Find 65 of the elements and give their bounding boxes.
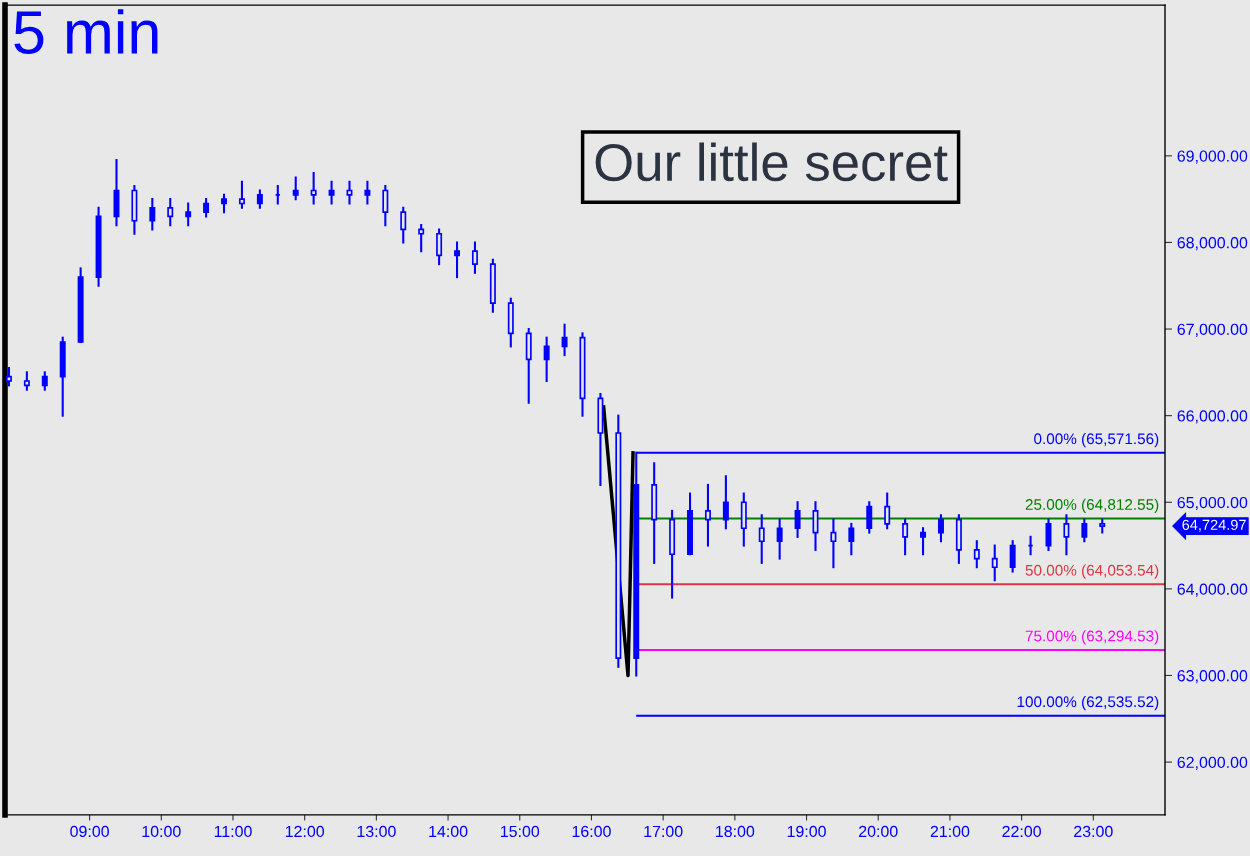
ref-line-label: 75.00% (63,294.53) [1025,630,1159,645]
ref-line-label: 25.00% (64,812.55) [1025,498,1159,513]
x-tick-label: 14:00 [429,825,468,838]
y-tick-label: 68,000.00 [1177,237,1248,251]
candlestick [776,518,783,560]
candlestick [292,176,299,201]
candlestick [704,483,711,547]
x-tick-label: 15:00 [500,825,540,838]
y-tick-label: 65,000.00 [1177,496,1248,511]
x-tick-label: 23:00 [1074,825,1113,838]
candlestick [238,180,245,209]
candlestick [328,180,335,205]
candlestick [884,492,891,530]
ref-line-label: 50.00% (64,053.54) [1025,564,1159,579]
x-tick-label: 09:00 [70,825,109,838]
chart-title: 5 min [14,9,158,55]
candlestick [722,475,729,530]
x-tick-label: 18:00 [716,825,755,838]
candlestick [471,241,478,274]
candlestick [400,206,407,244]
candlestick [346,180,353,205]
x-tick-label: 11:00 [214,825,252,838]
x-tick-label: 20:00 [859,825,898,838]
candlestick [543,336,550,383]
candlestick [848,522,855,556]
candlestick [902,518,909,556]
x-tick-label: 16:00 [572,825,611,838]
candlestick [561,323,568,357]
candlestick [866,501,873,534]
x-tick-label: 13:00 [357,825,396,838]
candlestick [185,202,192,227]
candlestick [382,185,389,227]
y-tick-label: 64,000.00 [1177,583,1248,597]
y-tick-label: 69,000.00 [1177,150,1248,164]
candlestick [436,228,443,266]
x-tick-label: 10:00 [142,825,181,838]
ref-line-label: 0.00% (65,571.56) [1034,432,1159,448]
y-tick-label: 66,000.00 [1177,410,1248,424]
candlestick [310,172,317,205]
candlestick [920,527,927,556]
x-tick-label: 19:00 [787,825,826,838]
y-tick-label: 62,000.00 [1177,756,1248,770]
annotation: Our little secret [595,142,948,182]
candlestick [973,540,980,569]
y-tick-label: 63,000.00 [1177,670,1248,684]
candlestick [364,180,371,205]
candlestick [167,198,174,227]
candlestick [1009,540,1016,573]
candlestick [149,198,156,231]
candlestick [1063,514,1070,556]
candlestick [758,514,765,564]
x-tick-label: 12:00 [285,825,325,838]
candlestick [937,514,944,543]
x-tick-label: 21:00 [930,825,970,838]
candlestick [1081,518,1088,543]
text: 64,724.97 [1182,519,1246,532]
candlestick [418,224,425,253]
ref-line-label: 100.00% (62,535.52) [1017,695,1159,711]
candlestick [454,241,461,279]
x-tick-label: 22:00 [1002,825,1041,838]
candlestick [830,518,837,569]
candlestick [991,544,998,582]
x-tick-label: 17:00 [644,825,683,838]
candlestick [794,501,801,538]
y-tick-label: 67,000.00 [1177,323,1248,337]
